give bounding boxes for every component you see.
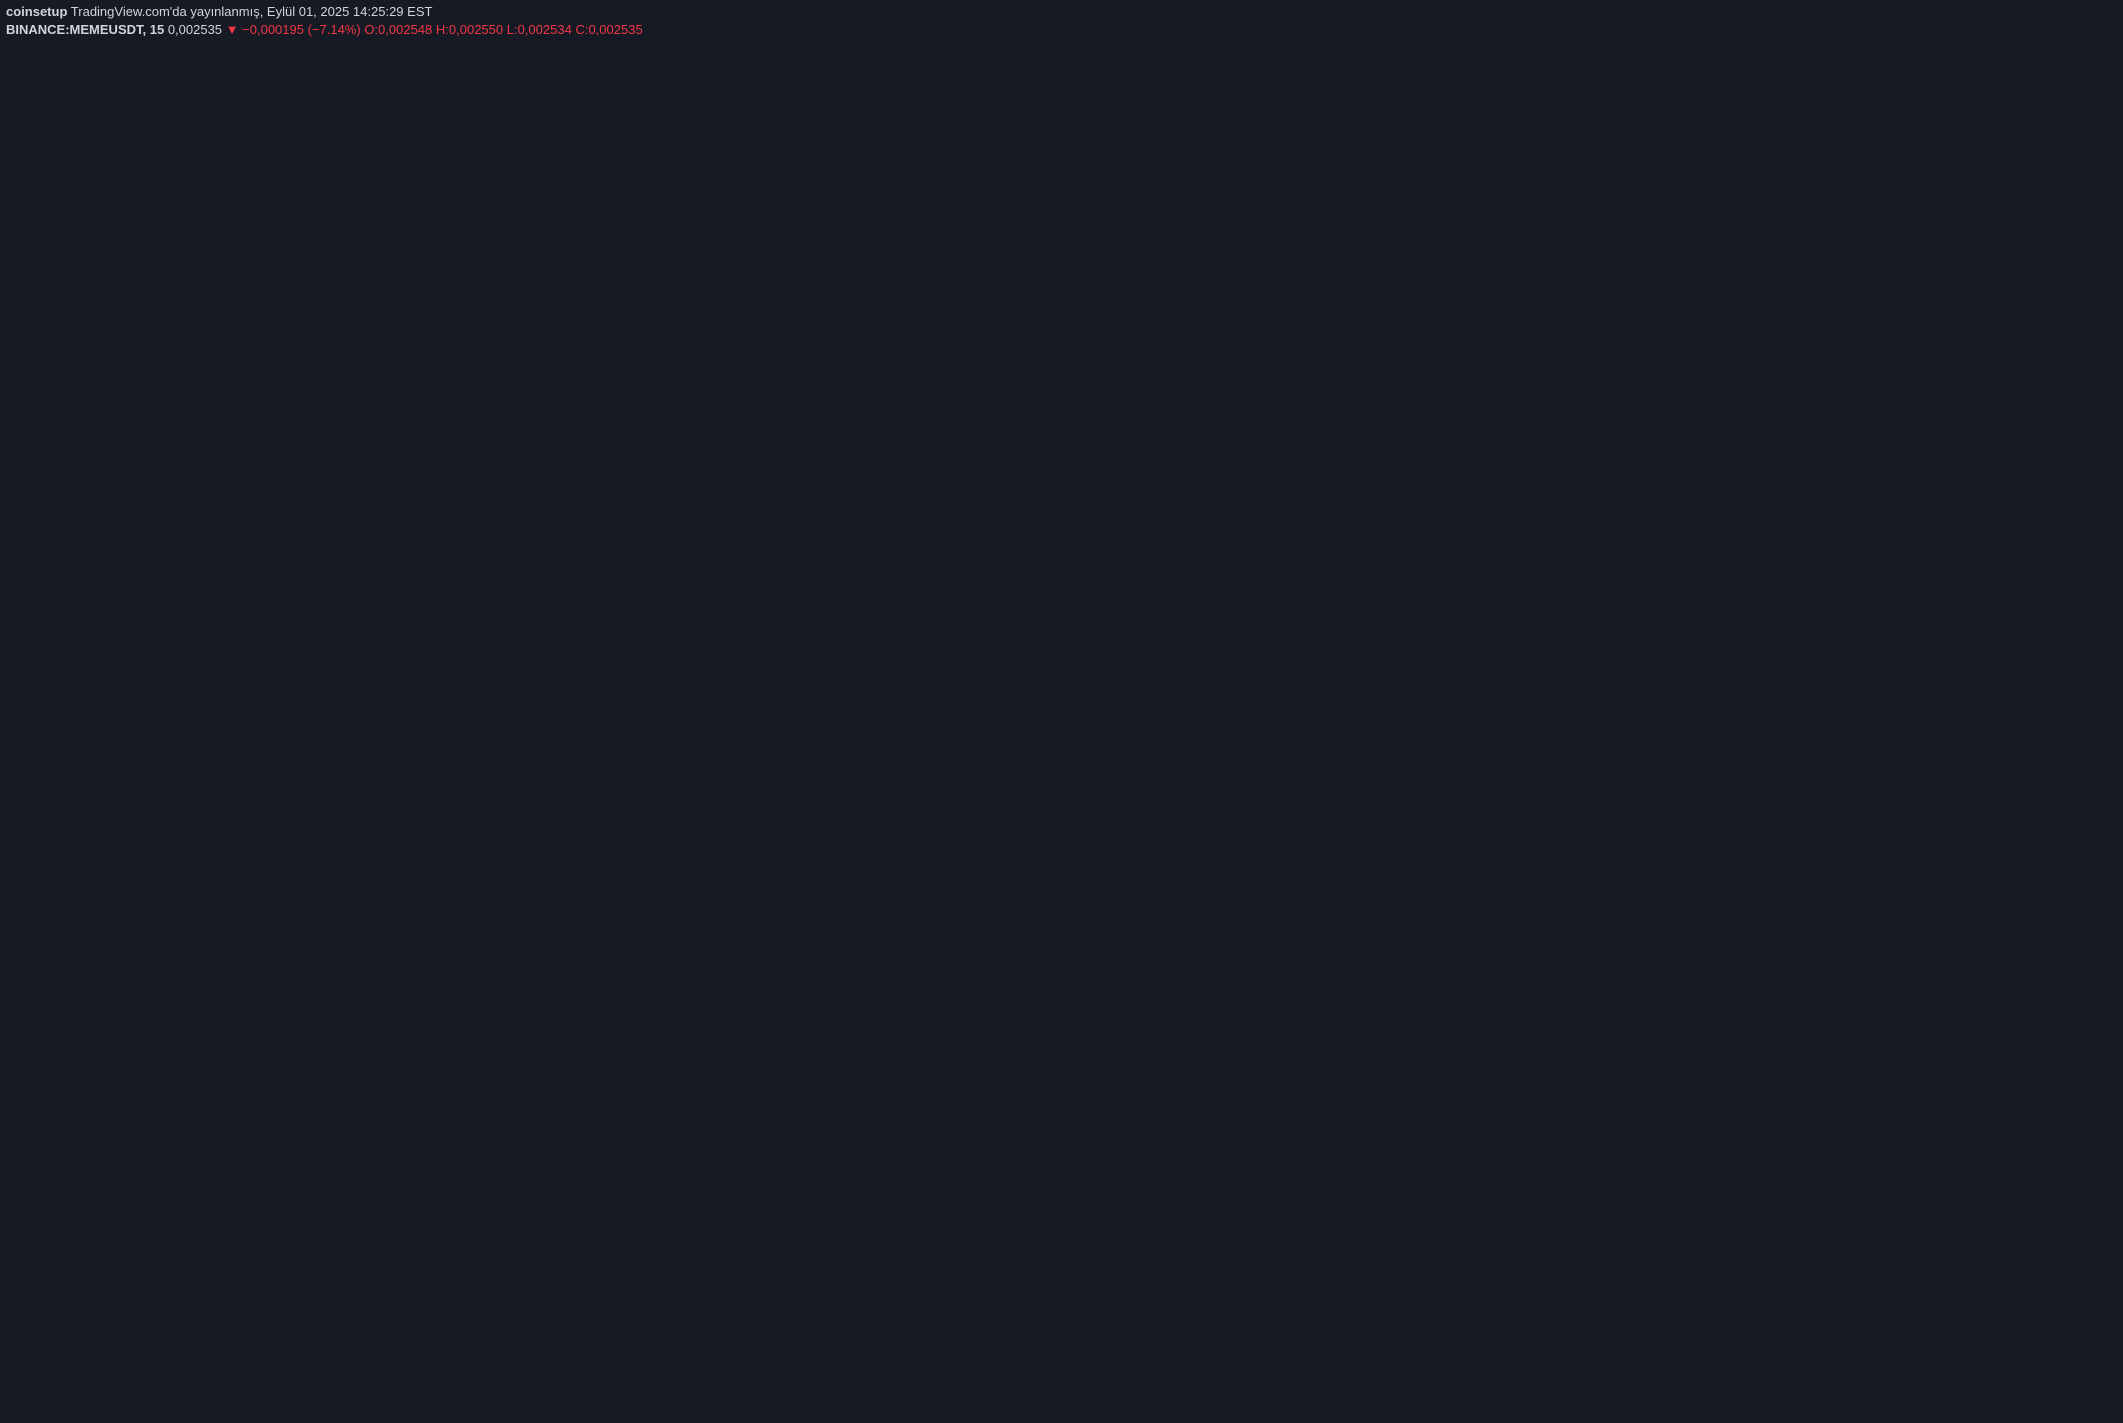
y-tick-label: 0,001300 xyxy=(2051,1078,2101,1092)
y-tick-label: 0,001700 xyxy=(2051,939,2101,953)
chart-frame xyxy=(6,44,2116,1385)
y-tick-label: 0,003400 xyxy=(2051,346,2101,360)
y-tick-label: 0,004000 xyxy=(2051,137,2101,151)
y-tick-label: 0,001500 xyxy=(2051,1008,2101,1022)
zone xyxy=(1240,577,2040,583)
y-tick-label: 0,003200 xyxy=(2051,416,2101,430)
symbol-line: BINANCE:MEMEUSDT, 15 0,002535 ▼ −0,00019… xyxy=(6,22,643,37)
y-tick-label: 0,002000 xyxy=(2051,834,2101,848)
change: ▼ −0,000195 (−7.14%) xyxy=(225,22,361,37)
y-tick-label: 0,000800 xyxy=(2051,1252,2101,1266)
y-tick-label: 0,001800 xyxy=(2051,904,2101,918)
user: coinsetup xyxy=(6,4,68,19)
y-tick-label: 0,002600 xyxy=(2051,625,2101,639)
y-tick-label: 0,002800 xyxy=(2051,555,2101,569)
currency-button[interactable] xyxy=(2044,48,2112,76)
current-price-tag xyxy=(2042,641,2104,672)
y-tick-label: 0,001100 xyxy=(2051,1148,2100,1162)
y-tick-label: 0,001900 xyxy=(2051,869,2101,883)
high: H:0,002550 xyxy=(435,22,504,37)
y-tick-label: 0,002900 xyxy=(2051,520,2101,534)
y-tick-label: 0,002200 xyxy=(2051,764,2101,778)
current-price-label: 0,002535 xyxy=(2050,642,2100,656)
x-tick-label: 29 xyxy=(938,1361,952,1376)
target-tag xyxy=(2042,894,2104,913)
x-tick-label: 4 xyxy=(1567,1361,1574,1376)
publish-line: coinsetup TradingView.com'da yayınlanmış… xyxy=(6,4,432,19)
y-tick-label: 0,003800 xyxy=(2051,207,2101,221)
x-tick-label: 23 xyxy=(313,1361,327,1376)
y-tick-label: 0,001400 xyxy=(2051,1043,2101,1057)
x-tick-label: 25 xyxy=(521,1361,535,1376)
y-tick-label: 0,003100 xyxy=(2051,451,2101,465)
y-tick-label: 0,003500 xyxy=(2051,311,2101,325)
x-tick-label: 28 xyxy=(834,1361,848,1376)
price: 0,002535 xyxy=(167,22,223,37)
zone xyxy=(1219,556,2040,562)
zone xyxy=(1350,640,2040,646)
published: TradingView.com'da yayınlanmış, Eylül 01… xyxy=(70,4,433,19)
x-tick-label: 20 xyxy=(0,1361,14,1376)
y-tick-label: 0,004100 xyxy=(2051,102,2101,116)
currency[interactable]: USDT xyxy=(2062,54,2095,68)
x-tick-label: 26 xyxy=(625,1361,639,1376)
y-tick-label: 0,003000 xyxy=(2051,485,2101,499)
x-tick-label: 7 xyxy=(1880,1361,1887,1376)
x-tick-label: 6 xyxy=(1776,1361,1783,1376)
y-tick-label: 0,000900 xyxy=(2051,1218,2101,1232)
brand-logo: 17 xyxy=(6,1396,23,1413)
zone xyxy=(1219,546,2040,552)
y-tick-label: 0,003600 xyxy=(2051,276,2101,290)
x-tick-label: 27 xyxy=(730,1361,744,1376)
x-tick-label: 5 xyxy=(1671,1361,1678,1376)
x-tick-label: Eyl xyxy=(1249,1361,1267,1376)
symbol: BINANCE:MEMEUSDT, 15 xyxy=(6,22,165,37)
x-tick-label: 2 xyxy=(1359,1361,1366,1376)
arrow xyxy=(1388,641,1525,905)
y-tick-label: 0,003300 xyxy=(2051,381,2101,395)
y-tick-label: 0,001200 xyxy=(2051,1113,2101,1127)
y-tick-label: 0,001600 xyxy=(2051,974,2101,988)
indicator: LuxAlgo - Smart Money Concepts xyxy=(15,51,210,66)
y-tick-label: 0,000600 xyxy=(2051,1322,2101,1336)
x-tick-label: 22 xyxy=(208,1361,222,1376)
y-tick-label: 0,002300 xyxy=(2051,730,2101,744)
x-tick-label: 30 xyxy=(1042,1361,1056,1376)
y-tick-label: 0,002100 xyxy=(2051,799,2101,813)
y-tick-label: 0,002400 xyxy=(2051,695,2101,709)
target-label: 0,001824 xyxy=(2050,895,2100,909)
price-line xyxy=(7,74,1353,816)
y-tick-label: 0,001000 xyxy=(2051,1183,2101,1197)
low: L:0,002534 xyxy=(506,22,572,37)
x-tick-label: 3 xyxy=(1463,1361,1470,1376)
y-tick-label: 0,000700 xyxy=(2051,1287,2101,1301)
y-tick-label: 0,003700 xyxy=(2051,241,2101,255)
countdown: 04:32 xyxy=(2050,656,2080,670)
brand: TradingView xyxy=(26,1396,121,1413)
y-tick-label: 0,003900 xyxy=(2051,172,2101,186)
x-tick-label: 24 xyxy=(417,1361,431,1376)
close: C:0,002535 xyxy=(575,22,643,37)
zone xyxy=(1300,605,2040,611)
zones xyxy=(1185,522,2040,646)
x-tick-label: 21 xyxy=(104,1361,118,1376)
x-tick-label: 31 xyxy=(1147,1361,1161,1376)
open: O:0,002548 xyxy=(364,22,433,37)
y-tick-label: 0,002700 xyxy=(2051,590,2101,604)
